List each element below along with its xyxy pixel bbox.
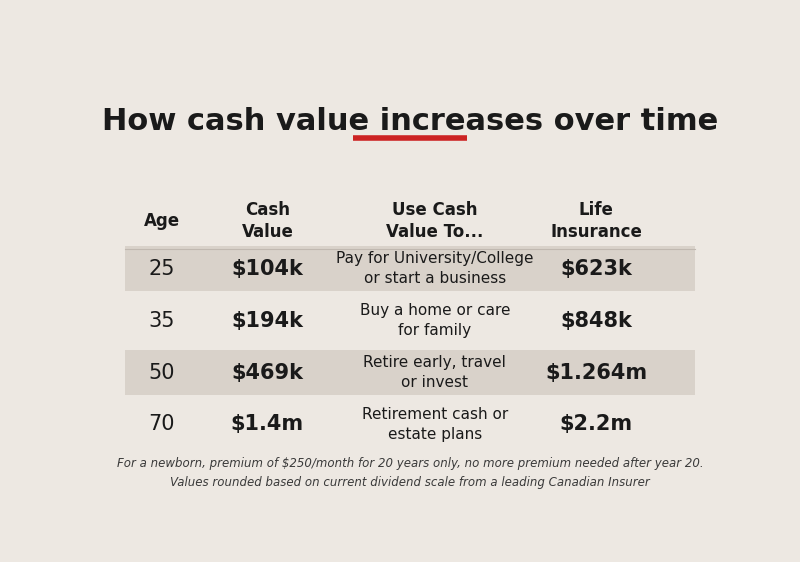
Text: $848k: $848k — [560, 311, 632, 330]
Text: Cash
Value: Cash Value — [242, 201, 294, 241]
FancyBboxPatch shape — [125, 350, 695, 395]
Text: Buy a home or care
for family: Buy a home or care for family — [359, 303, 510, 338]
Text: $1.264m: $1.264m — [545, 362, 647, 383]
Text: 50: 50 — [149, 362, 175, 383]
Text: Pay for University/College
or start a business: Pay for University/College or start a bu… — [336, 251, 534, 286]
Text: Age: Age — [144, 212, 180, 230]
Text: $469k: $469k — [231, 362, 303, 383]
Text: Retire early, travel
or invest: Retire early, travel or invest — [363, 355, 506, 390]
Text: How cash value increases over time: How cash value increases over time — [102, 107, 718, 136]
Text: 25: 25 — [149, 259, 175, 279]
Text: $2.2m: $2.2m — [559, 414, 633, 434]
Text: $104k: $104k — [231, 259, 303, 279]
Text: $194k: $194k — [231, 311, 303, 330]
Text: For a newborn, premium of $250/month for 20 years only, no more premium needed a: For a newborn, premium of $250/month for… — [117, 457, 703, 490]
Text: 35: 35 — [149, 311, 175, 330]
FancyBboxPatch shape — [125, 246, 695, 291]
Text: $623k: $623k — [560, 259, 632, 279]
Text: Retirement cash or
estate plans: Retirement cash or estate plans — [362, 407, 508, 442]
Text: Use Cash
Value To...: Use Cash Value To... — [386, 201, 483, 241]
Text: Life
Insurance: Life Insurance — [550, 201, 642, 241]
Text: 70: 70 — [149, 414, 175, 434]
Text: $1.4m: $1.4m — [231, 414, 304, 434]
